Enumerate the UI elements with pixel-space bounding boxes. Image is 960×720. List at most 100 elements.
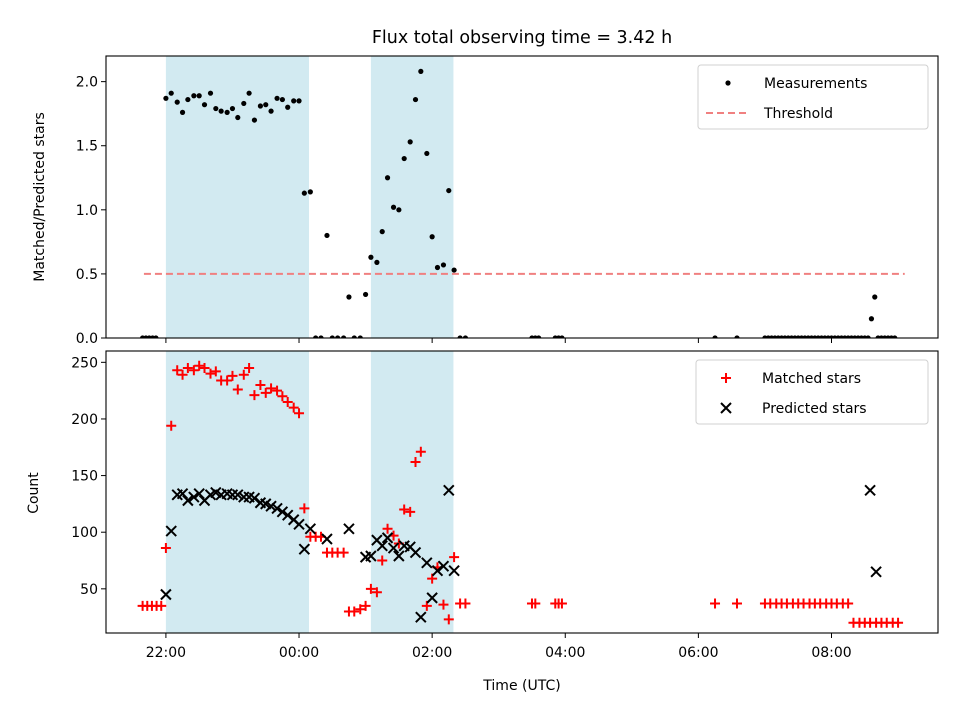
matched-stars-point <box>338 547 349 558</box>
matched-stars-point <box>349 606 360 617</box>
measurements-point <box>412 96 419 103</box>
y-tick-label: 0.0 <box>76 331 98 347</box>
predicted-stars-point <box>248 492 261 504</box>
predicted-stars-point <box>193 487 205 500</box>
predicted-stars-point <box>426 592 438 604</box>
predicted-stars-point <box>265 500 277 512</box>
shaded-interval-1 <box>165 56 310 338</box>
measurements-point <box>296 98 302 104</box>
legend-swatch <box>725 80 731 86</box>
measurements-point <box>362 291 369 298</box>
measurements-point <box>263 102 269 108</box>
measurements-point <box>229 105 236 112</box>
x-tick-label: 02:00 <box>412 645 452 661</box>
top-panel: Flux total observing time = 3.42 h Match… <box>32 28 939 347</box>
bottom-panel: Count Time (UTC) 50 100 150 200 250 22:00 00:0… <box>26 350 939 694</box>
predicted-stars-point <box>448 565 460 577</box>
predicted-stars-point <box>409 546 422 559</box>
predicted-stars-point <box>293 518 305 530</box>
measurements-point <box>434 264 441 271</box>
measurements-point <box>224 109 230 115</box>
measurements-point <box>892 335 898 338</box>
predicted-stars-point <box>421 557 433 569</box>
measurements-point <box>357 335 363 338</box>
chart-title: Flux total observing time = 3.42 h <box>372 28 672 48</box>
matched-stars-point <box>365 583 376 594</box>
measurements-point <box>346 294 352 300</box>
legend-swatch <box>720 402 732 414</box>
matched-stars-point <box>530 598 541 609</box>
plot-area <box>137 360 904 628</box>
matched-stars-point <box>156 600 167 611</box>
matched-stars-point <box>277 391 288 402</box>
matched-stars-point <box>210 366 221 377</box>
matched-stars-point <box>188 365 199 376</box>
predicted-stars-point <box>870 566 882 578</box>
measurements-point <box>163 95 169 101</box>
legend-label: Predicted stars <box>762 401 867 417</box>
measurements-point <box>307 189 313 195</box>
measurements-point <box>429 234 435 240</box>
measurements-point <box>324 232 330 239</box>
matched-stars-point <box>360 600 371 611</box>
measurements-point <box>374 259 380 265</box>
measurements-point <box>218 108 224 114</box>
x-tick-label: 00:00 <box>279 645 319 661</box>
measurements-point <box>457 335 463 338</box>
legend-box <box>695 359 929 425</box>
matched-stars-point <box>282 396 293 407</box>
measurements-point <box>536 335 542 338</box>
axes-frame <box>105 350 939 634</box>
measurements-point <box>341 335 347 338</box>
y-tick-label: 1.0 <box>76 203 98 219</box>
measurements-point <box>559 335 565 338</box>
matched-stars-point <box>199 362 210 373</box>
matched-stars-point <box>556 598 567 609</box>
measurements-point <box>246 90 252 96</box>
measurements-point <box>241 100 247 107</box>
matched-stars-point <box>410 456 421 467</box>
matched-stars-point <box>232 384 243 395</box>
measurements-point <box>368 254 374 260</box>
matched-stars-point <box>249 390 260 401</box>
x-tick-label: 06:00 <box>678 645 718 661</box>
predicted-stars-point <box>431 565 444 577</box>
matched-stars-point <box>449 552 460 563</box>
y-tick-label: 100 <box>71 525 98 541</box>
measurements-point <box>462 335 469 338</box>
predicted-stars-point <box>365 550 377 562</box>
predicted-stars-point <box>437 560 450 572</box>
predicted-stars-point <box>393 550 405 562</box>
matched-stars-point <box>260 387 271 398</box>
shaded-interval-2 <box>370 56 454 338</box>
measurements-point <box>384 175 391 181</box>
predicted-stars-point <box>321 533 333 545</box>
predicted-stars-point <box>160 588 172 601</box>
matched-stars-point <box>893 617 904 628</box>
matched-stars-point <box>238 369 249 380</box>
measurements-point <box>279 96 285 103</box>
matched-stars-point <box>272 385 283 396</box>
measurements-point <box>153 335 159 338</box>
matched-stars-point <box>399 504 410 515</box>
measurements-point <box>301 190 307 196</box>
matched-stars-point <box>172 365 183 376</box>
measurements-point <box>351 335 357 338</box>
matched-stars-point <box>382 523 393 534</box>
matched-stars-point <box>460 598 471 609</box>
predicted-stars-point <box>232 489 244 501</box>
predicted-stars-point <box>176 487 189 500</box>
measurements-point <box>407 139 413 145</box>
legend-label: Threshold <box>763 106 833 122</box>
matched-stars-point <box>244 362 255 373</box>
x-tick-label: 22:00 <box>146 645 186 661</box>
matched-stars-point <box>227 370 238 381</box>
measurements-point <box>418 68 424 74</box>
predicted-stars-point <box>387 542 400 554</box>
plot-area <box>140 68 905 338</box>
measurements-point <box>872 294 878 300</box>
x-tick-label: 08:00 <box>811 645 851 661</box>
legend: Matched stars Predicted stars <box>695 359 929 425</box>
predicted-stars-point <box>282 509 294 521</box>
measurements-point <box>379 229 385 235</box>
